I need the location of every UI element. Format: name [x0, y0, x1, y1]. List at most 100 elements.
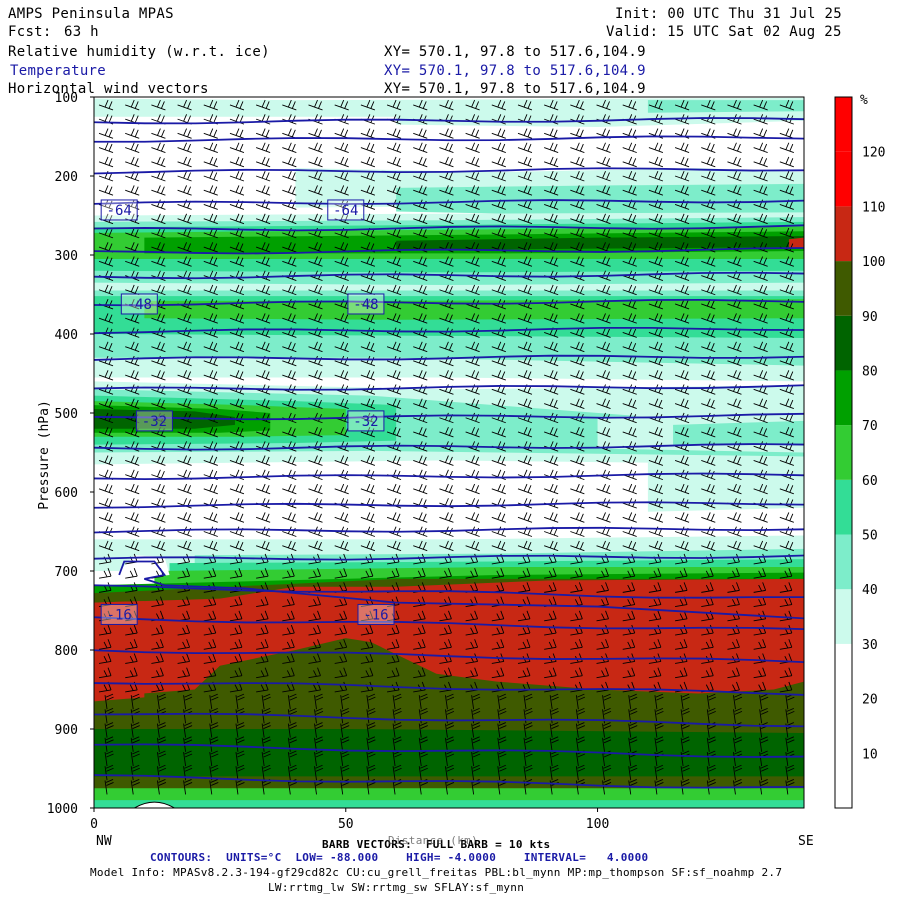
wind-barb [517, 227, 533, 239]
wind-barb [125, 639, 138, 650]
wind-barb [229, 313, 245, 324]
wind-barb [177, 213, 192, 225]
wind-barb [575, 707, 586, 724]
wind-barb [418, 722, 428, 738]
wind-barb [386, 256, 402, 267]
wind-barb [648, 483, 664, 495]
wind-barb [753, 370, 768, 381]
wind-barb [570, 313, 585, 324]
wind-barb [622, 426, 637, 438]
rh-band-495-olive [94, 409, 235, 429]
wind-barb [255, 99, 271, 111]
wind-barb [701, 99, 716, 111]
temperature-contour-line [94, 199, 804, 205]
wind-barb [680, 764, 690, 781]
wind-barb [229, 512, 245, 523]
y-tick-label: 400 [55, 328, 78, 343]
wind-barb [386, 455, 402, 466]
wind-barb [308, 624, 321, 636]
wind-barb [386, 624, 400, 636]
wind-barb [491, 99, 506, 111]
wind-barb [727, 256, 742, 267]
wind-barb [465, 171, 480, 182]
wind-barb [648, 313, 664, 324]
wind-barb [413, 185, 428, 196]
wind-barb [282, 256, 297, 267]
wind-barb [701, 667, 714, 679]
wind-barb [256, 667, 269, 679]
wind-barb [439, 398, 454, 409]
wind-barb [255, 370, 271, 381]
wind-barb [491, 313, 506, 324]
wind-barb [360, 624, 374, 636]
wind-barb [203, 610, 217, 622]
wind-barb [308, 99, 323, 111]
wind-barb [334, 667, 348, 679]
wind-barb [674, 256, 690, 267]
wind-barb [544, 455, 559, 466]
contour-label: -64 [107, 203, 132, 219]
wind-barb [256, 624, 269, 636]
wind-barb [570, 171, 585, 182]
temperature-contour-line [94, 554, 804, 561]
wind-barb [334, 426, 349, 438]
wind-barb [413, 398, 428, 409]
wind-barb [544, 667, 557, 679]
wind-barb [517, 398, 533, 409]
wind-barb [314, 722, 324, 738]
wind-barb [779, 426, 794, 438]
colorbar-segment [835, 753, 852, 808]
wind-barb [648, 213, 664, 225]
rh-band-600-light [647, 456, 804, 512]
wind-barb [674, 185, 690, 196]
wind-barb [727, 398, 742, 409]
wind-barb [255, 171, 271, 182]
wind-barb [759, 736, 769, 752]
wind-barb [779, 681, 793, 693]
rh-band-990-green2 [94, 800, 804, 808]
colorbar-segment [835, 698, 852, 754]
wind-barb [570, 455, 585, 466]
wind-barb [229, 455, 245, 466]
wind-barb [177, 483, 192, 495]
wind-barb [203, 455, 218, 466]
wind-barb [570, 639, 583, 650]
wind-barb [360, 483, 376, 495]
wind-barb [334, 639, 348, 650]
temperature-contour-line [94, 224, 804, 232]
wind-barb [229, 667, 243, 679]
wind-barb [413, 426, 428, 438]
wind-barb [674, 512, 690, 523]
wind-barb [596, 256, 611, 267]
wind-barb [727, 624, 740, 636]
wind-barb [596, 213, 611, 225]
wind-barb [203, 483, 218, 495]
wind-barb [465, 667, 479, 679]
wind-barb [261, 764, 271, 781]
wind-barb [392, 764, 402, 781]
wind-barb [203, 512, 218, 523]
wind-barb [98, 284, 114, 296]
wind-barb [203, 426, 218, 438]
temperature-contour-line [94, 774, 804, 789]
wind-barb [282, 483, 297, 495]
wind-barb [282, 426, 297, 438]
wind-barb [549, 722, 559, 738]
wind-barb [779, 398, 794, 409]
wind-barb [465, 128, 480, 139]
wind-barb [517, 213, 533, 225]
wind-barb [386, 185, 402, 196]
wind-barb [465, 553, 479, 565]
wind-barb [282, 284, 297, 296]
wind-barb [733, 736, 743, 752]
wind-barb [203, 370, 218, 381]
wind-barb [727, 313, 742, 324]
wind-barb [413, 156, 428, 168]
wind-barb [125, 156, 140, 168]
wind-barb [203, 99, 218, 111]
wind-barb [334, 313, 349, 324]
wind-barb [570, 398, 585, 409]
wind-barb [418, 707, 428, 724]
wind-barb [229, 213, 245, 225]
wind-barb [386, 213, 402, 225]
